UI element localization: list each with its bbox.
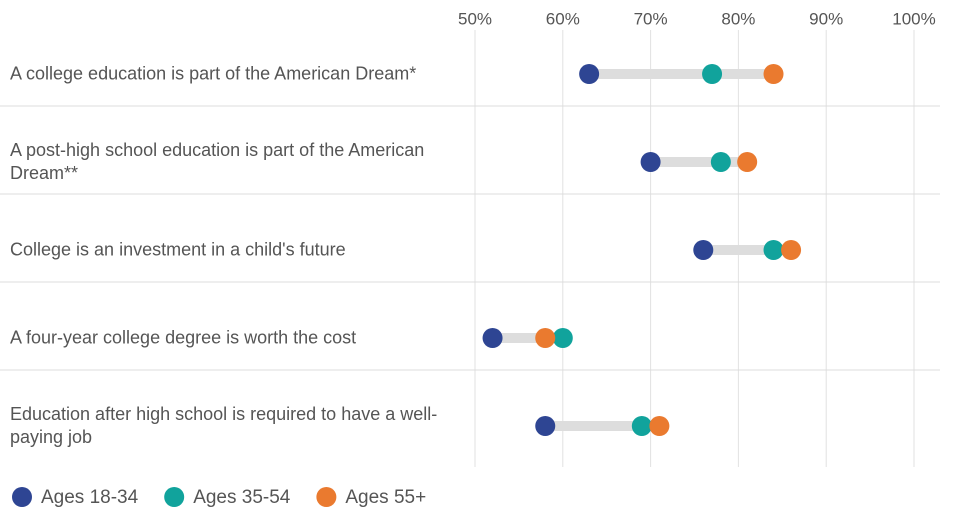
x-tick-label: 90% xyxy=(809,9,843,28)
category-label: Education after high school is required … xyxy=(10,404,438,447)
dot xyxy=(763,64,784,84)
legend-swatch xyxy=(164,487,185,507)
dot xyxy=(702,64,723,84)
x-tick-label: 80% xyxy=(721,9,755,28)
legend-label: Ages 35-54 xyxy=(193,487,291,508)
legend-label: Ages 55+ xyxy=(345,487,426,508)
dot xyxy=(535,328,556,348)
dot xyxy=(693,240,714,260)
category-label: A post-high school education is part of … xyxy=(10,140,425,183)
legend-swatch xyxy=(12,487,32,507)
dot xyxy=(579,64,600,84)
x-tick-label: 100% xyxy=(892,9,935,28)
dot xyxy=(631,416,652,436)
dot xyxy=(535,416,556,436)
dot xyxy=(552,328,573,348)
x-tick-label: 60% xyxy=(546,9,580,28)
dot xyxy=(649,416,670,436)
dot xyxy=(710,152,731,172)
dot xyxy=(763,240,784,260)
legend-swatch xyxy=(316,487,337,507)
dot xyxy=(781,240,802,260)
category-label: A four-year college degree is worth the … xyxy=(10,327,357,348)
category-label: A college education is part of the Ameri… xyxy=(10,63,417,84)
dot xyxy=(640,152,661,172)
x-tick-label: 70% xyxy=(634,9,668,28)
category-label: College is an investment in a child's fu… xyxy=(10,239,346,260)
legend-label: Ages 18-34 xyxy=(41,487,139,508)
dot xyxy=(737,152,758,172)
dot xyxy=(482,328,503,348)
x-tick-label: 50% xyxy=(458,9,492,28)
